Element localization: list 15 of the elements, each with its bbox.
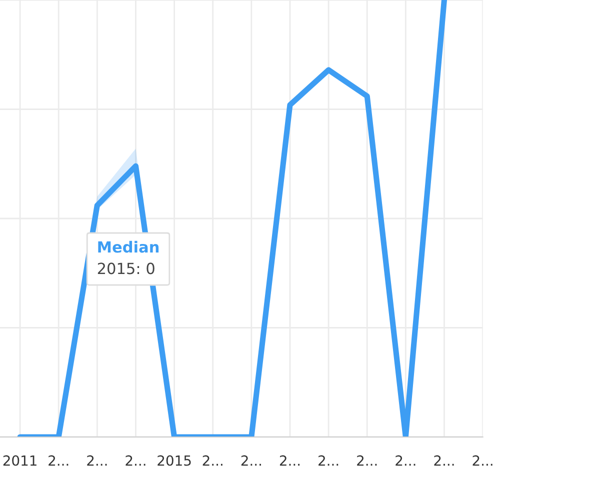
x-tick-label: 2... (280, 455, 300, 466)
x-tick-label: 2... (434, 455, 454, 466)
series-label: Median (98, 240, 159, 253)
x-tick-label: 2... (202, 455, 222, 466)
x-tick-label: 2... (472, 455, 492, 466)
x-tick-label: 2... (357, 455, 377, 466)
x-tick-label: 2... (126, 455, 146, 466)
annotation: 2015: 0 (98, 262, 154, 274)
x-tick-label: 2... (318, 455, 338, 466)
x-tick-label: 2... (241, 455, 261, 466)
x-tick-label: 2... (396, 455, 416, 466)
x-tick-label: 2... (48, 455, 68, 466)
x-tick-label: 2015 (158, 455, 191, 466)
x-tick-label: 2011 (3, 455, 36, 466)
x-tick-label: 2... (87, 455, 107, 466)
